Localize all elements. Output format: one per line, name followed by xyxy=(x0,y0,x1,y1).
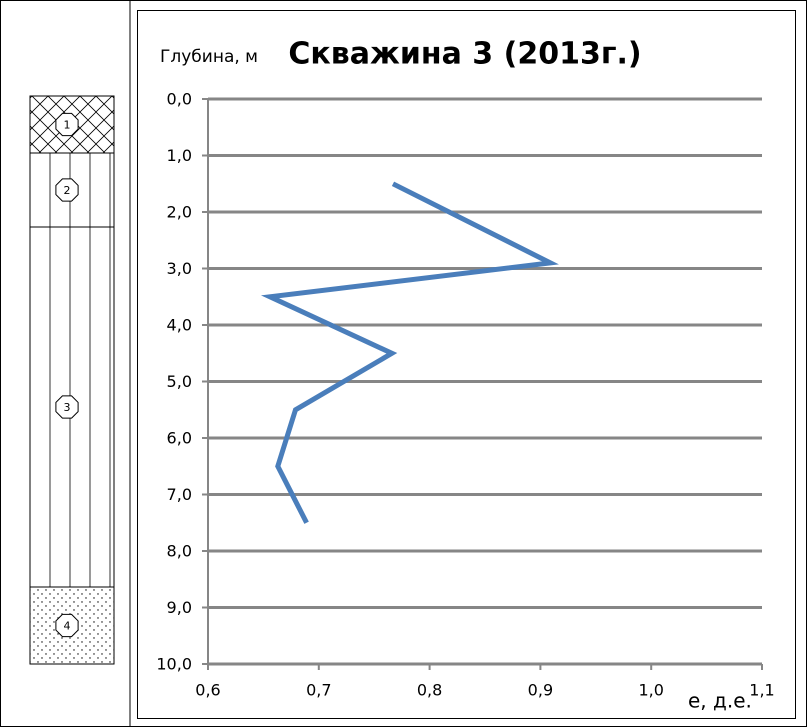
layer-marker xyxy=(55,395,79,419)
y-tick-label: 2,0 xyxy=(167,203,192,222)
layer-label: 2 xyxy=(64,184,71,197)
layer-marker xyxy=(55,112,79,137)
layer-label: 4 xyxy=(64,620,71,633)
layer-label: 3 xyxy=(64,401,71,414)
y-tick-label: 8,0 xyxy=(167,542,192,561)
y-tick-label: 9,0 xyxy=(167,598,192,617)
x-tick-label: 1,0 xyxy=(638,681,663,700)
x-tick-label: 0,6 xyxy=(195,681,220,700)
x-tick-label: 0,8 xyxy=(417,681,442,700)
x-tick-label: 0,9 xyxy=(528,681,553,700)
y-tick-label: 5,0 xyxy=(167,372,192,391)
plot: 0,0 1,0 2,0 3,0 4,0 5,0 6,0 7,0 8,0 9,0 10,00,6 0,7… xyxy=(156,90,774,700)
y-tick-label: 1,0 xyxy=(167,146,192,165)
y-tick-label: 3,0 xyxy=(167,259,192,278)
y-tick-label: 0,0 xyxy=(167,90,192,109)
y-tick-label: 4,0 xyxy=(167,316,192,335)
y-tick-label: 10,0 xyxy=(156,655,192,674)
data-line xyxy=(260,181,559,524)
borehole-column: 1 2 3 4 xyxy=(29,95,115,665)
y-tick-label: 6,0 xyxy=(167,429,192,448)
layer-label: 1 xyxy=(64,119,71,132)
chart-title: Скважина 3 (2013г.) xyxy=(288,37,641,72)
x-tick-label: 1,1 xyxy=(749,681,774,700)
x-axis-label: е, д.е. xyxy=(688,689,752,713)
chart-frame xyxy=(137,10,796,719)
layer-marker xyxy=(55,613,79,638)
layer-marker xyxy=(55,178,79,202)
y-tick-label: 7,0 xyxy=(167,485,192,504)
y-axis-label: Глубина, м xyxy=(160,47,258,67)
x-tick-label: 0,7 xyxy=(306,681,331,700)
